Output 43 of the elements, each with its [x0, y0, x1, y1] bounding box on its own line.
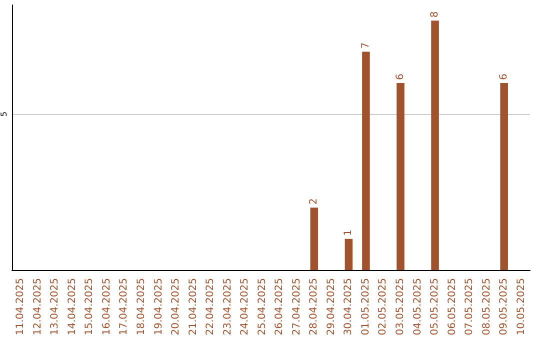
x-tick-label: 13.04.2025 — [50, 278, 61, 336]
x-tick-label: 23.04.2025 — [222, 278, 234, 336]
x-tick-label: 25.04.2025 — [256, 278, 268, 336]
y-tick-label: 5 — [0, 112, 8, 117]
x-tick-label: 04.05.2025 — [412, 278, 424, 336]
x-tick-label: 20.04.2025 — [170, 278, 182, 336]
x-tick-label: 29.04.2025 — [326, 278, 337, 336]
data-label: 2 — [308, 198, 320, 205]
x-tick-label: 22.04.2025 — [205, 278, 216, 336]
x-tick-label: 05.05.2025 — [430, 278, 441, 336]
data-label: 6 — [395, 74, 406, 80]
data-label: 8 — [430, 11, 441, 18]
x-tick-label: 21.04.2025 — [188, 278, 199, 336]
x-tick-label: 02.05.2025 — [378, 278, 389, 336]
bar — [396, 82, 404, 270]
x-tick-label: 11.04.2025 — [15, 278, 26, 336]
x-tick-label: 24.04.2025 — [240, 278, 251, 336]
bar — [344, 238, 353, 270]
data-label: 7 — [360, 42, 372, 49]
x-tick-label: 26.04.2025 — [274, 278, 286, 336]
x-tick-label: 12.04.2025 — [32, 278, 44, 336]
x-tick-label: 17.04.2025 — [118, 278, 130, 336]
x-tick-label: 10.05.2025 — [516, 278, 527, 336]
bar — [362, 52, 370, 270]
x-tick-label: 03.05.2025 — [395, 278, 406, 336]
data-label: 6 — [498, 74, 510, 80]
x-tick-label: 06.05.2025 — [446, 278, 458, 336]
bar — [310, 208, 318, 270]
x-tick-label: 28.04.2025 — [308, 278, 320, 336]
x-tick-label: 01.05.2025 — [360, 278, 372, 336]
bar — [431, 20, 439, 270]
x-tick-label: 18.04.2025 — [136, 278, 147, 336]
x-tick-label: 15.04.2025 — [84, 278, 96, 336]
x-tick-label: 08.05.2025 — [481, 278, 492, 336]
x-tick-label: 30.04.2025 — [343, 278, 354, 336]
x-tick-label: 19.04.2025 — [153, 278, 164, 336]
x-tick-label: 09.05.2025 — [498, 278, 510, 336]
x-tick-label: 27.04.2025 — [291, 278, 302, 336]
bar — [500, 82, 508, 270]
data-label: 1 — [343, 229, 354, 236]
x-tick-label: 14.04.2025 — [66, 278, 78, 336]
x-tick-label: 16.04.2025 — [101, 278, 112, 336]
x-tick-label: 07.05.2025 — [464, 278, 476, 336]
